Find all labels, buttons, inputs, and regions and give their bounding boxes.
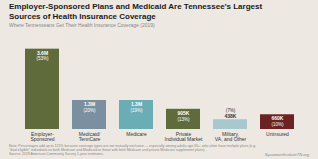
html-text:Note: Percentages add up to 12: Note: Percentages add up to 125% because… bbox=[9, 143, 257, 157]
svg-text:660K: 660K bbox=[272, 115, 284, 121]
svg-text:(53%): (53%) bbox=[36, 56, 49, 61]
svg-text:Medicare: Medicare bbox=[126, 130, 147, 136]
svg-text:Uninsured: Uninsured bbox=[266, 130, 289, 136]
svg-text:Medicaid/TennCare: Medicaid/TennCare bbox=[79, 130, 101, 142]
svg-text:PrivateIndividual Market: PrivateIndividual Market bbox=[165, 130, 203, 142]
svg-text:(19%): (19%) bbox=[130, 107, 143, 112]
svg-text:438K: 438K bbox=[225, 113, 237, 119]
svg-text:1.3M: 1.3M bbox=[131, 101, 142, 107]
svg-text:1.3M: 1.3M bbox=[84, 101, 95, 107]
html-text:SycamoreInstituteTN.org: SycamoreInstituteTN.org bbox=[264, 151, 309, 157]
svg-text:Military,VA, and Other: Military,VA, and Other bbox=[215, 130, 247, 142]
svg-text:905K: 905K bbox=[178, 110, 190, 116]
svg-text:(20%): (20%) bbox=[83, 107, 96, 112]
svg-text:(10%): (10%) bbox=[271, 122, 284, 127]
html-text:Where Tennesseans Get Their He: Where Tennesseans Get Their Health Insur… bbox=[9, 22, 155, 29]
svg-text:(7%): (7%) bbox=[226, 108, 236, 113]
svg-text:Employer-Sponsored: Employer-Sponsored bbox=[30, 130, 54, 142]
html-text:Employer-Sponsored Plans and M: Employer-Sponsored Plans and Medicaid Ar… bbox=[9, 2, 263, 21]
svg-text:3.6M: 3.6M bbox=[37, 49, 48, 55]
svg-text:(13%): (13%) bbox=[177, 116, 190, 121]
